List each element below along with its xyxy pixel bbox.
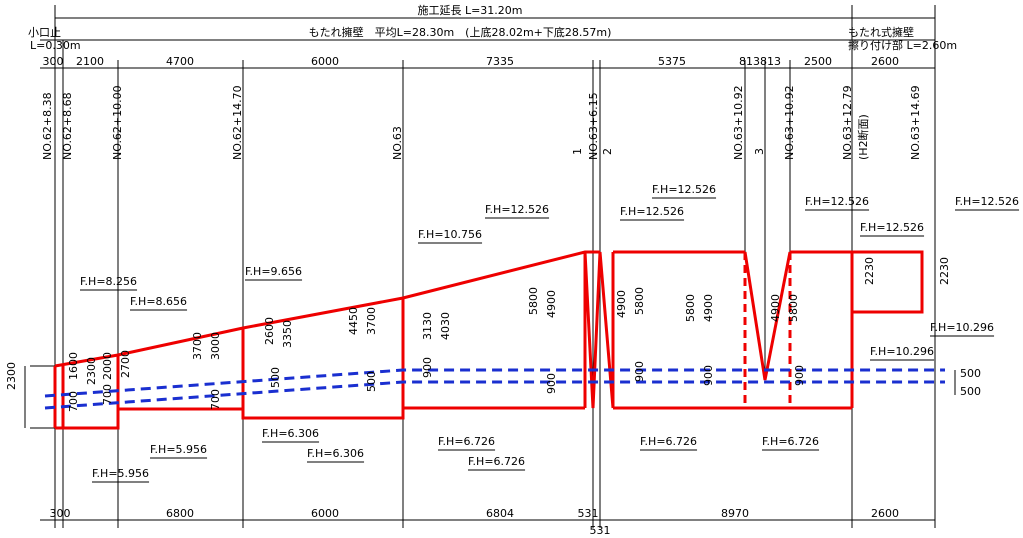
height-dimension: 3000 [209,332,222,360]
bottom-dimension: 2600 [871,507,899,520]
height-dimension: 2230 [938,257,951,285]
joint-label: 3 [753,148,766,155]
height-dimension: 500 [960,367,981,380]
height-dimension: 900 [545,373,558,394]
station-label: NO.63+10.92 [732,85,745,160]
height-dimension: 900 [421,357,434,378]
top-dimension: 2100 [76,55,104,68]
station-label: NO.63+14.69 [909,85,922,160]
fh-label: F.H=6.726 [468,455,525,468]
height-dimension: 4900 [545,290,558,318]
top-dimension: 813813 [739,55,781,68]
station-label: NO.62+8.68 [61,92,74,160]
height-dimension: 500 [960,385,981,398]
height-dimension: 900 [793,365,806,386]
top-dimension: 2600 [871,55,899,68]
fh-label: F.H=12.526 [620,205,684,218]
height-dimension: 5800 [527,287,540,315]
header-text: 小口止 [28,26,61,39]
station-label: (H2断面) [856,114,870,160]
wall-outline [53,250,924,430]
station-label: NO.63+12.79 [841,85,854,160]
height-dimension: 700 [209,389,222,410]
height-dimension: 3700 [365,307,378,335]
fh-label: F.H=5.956 [150,443,207,456]
station-label: NO.63+10.92 [783,85,796,160]
fh-label: F.H=5.956 [92,467,149,480]
joint-label: 1 [571,148,584,155]
fh-label: F.H=9.656 [245,265,302,278]
height-dimension: 4030 [439,312,452,340]
top-dimension: 5375 [658,55,686,68]
top-dimension: 300 [43,55,64,68]
bottom-dimension: 6804 [486,507,514,520]
header-text: もたれ擁壁 平均L=28.30m (上底28.02m+下底28.57m) [309,25,612,39]
height-dimension: 2230 [863,257,876,285]
top-dimension: 4700 [166,55,194,68]
header-text: もたれ式擁壁 [848,25,914,39]
station-label: NO.62+10.00 [111,85,124,160]
height-dimension: 5800 [787,294,800,322]
height-dimension: 1600 [67,352,80,380]
height-dimension: 500 [365,371,378,392]
height-dimension: 2300 [5,362,18,390]
dimension-lines [24,5,956,528]
header-text: L=0.30m [30,39,81,52]
fh-label: F.H=12.526 [860,221,924,234]
height-dimension: 3700 [191,332,204,360]
height-dimension: 2600 [263,317,276,345]
fh-label: F.H=10.296 [870,345,934,358]
bottom-dimension: 8970 [721,507,749,520]
height-dimension: 4900 [615,290,628,318]
bottom-dimension: 6800 [166,507,194,520]
header-text: 施工延長 L=31.20m [417,4,522,17]
fh-label: F.H=6.726 [762,435,819,448]
height-dimension: 5800 [633,287,646,315]
fh-label: F.H=6.726 [640,435,697,448]
height-dimension: 900 [633,361,646,382]
height-dimension: 500 [269,367,282,388]
height-dimension: 700 [101,384,114,405]
station-label: NO.62+8.38 [41,92,54,160]
height-dimension: 4900 [702,294,715,322]
fh-label: F.H=12.526 [955,195,1019,208]
height-dimension: 900 [702,365,715,386]
fh-label: F.H=12.526 [485,203,549,216]
height-dimension: 2000 [101,352,114,380]
water-lines [44,368,945,410]
bottom-dimension: 300 [50,507,71,520]
fh-label: F.H=8.656 [130,295,187,308]
height-dimension: 4900 [769,294,782,322]
station-label: NO.63+6.15 [587,92,600,160]
fh-label: F.H=6.306 [307,447,364,460]
joint-label: 2 [601,148,614,155]
height-dimension: 5800 [684,294,697,322]
top-dimension: 6000 [311,55,339,68]
height-dimension: 700 [67,391,80,412]
header-text: 擦り付け部 L=2.60m [848,38,957,52]
bottom-dimension: 531 [590,524,611,537]
fh-label: F.H=8.256 [80,275,137,288]
height-dimension: 4450 [347,307,360,335]
height-dimension: 2700 [119,350,132,378]
fh-label: F.H=6.726 [438,435,495,448]
station-label: NO.62+14.70 [231,85,244,160]
fh-label: F.H=10.296 [930,321,994,334]
top-dimension: 7335 [486,55,514,68]
station-label: NO.63 [391,126,404,160]
bottom-dimension: 6000 [311,507,339,520]
fh-label: F.H=12.526 [805,195,869,208]
fh-label: F.H=10.756 [418,228,482,241]
height-dimension: 3350 [281,320,294,348]
height-dimension: 2300 [85,357,98,385]
fh-label: F.H=12.526 [652,183,716,196]
fh-label: F.H=6.306 [262,427,319,440]
height-dimension: 3130 [421,312,434,340]
top-dimension: 2500 [804,55,832,68]
bottom-dimension: 531 [578,507,599,520]
